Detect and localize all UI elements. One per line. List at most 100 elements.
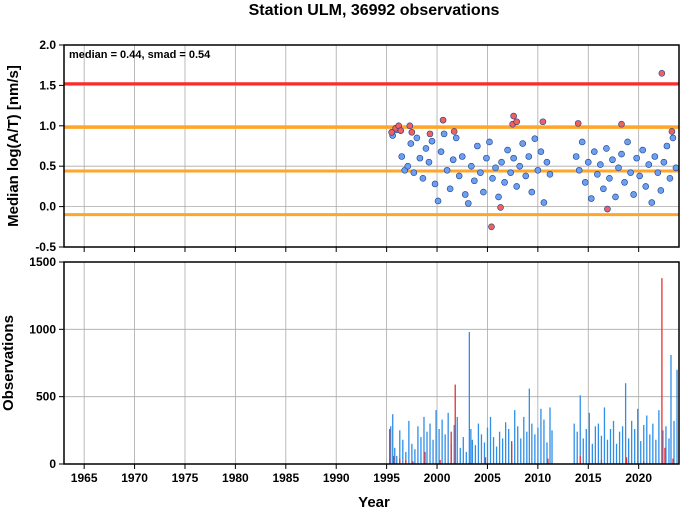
chart-title: Station ULM, 36992 observations	[249, 2, 500, 19]
data-point	[426, 130, 434, 138]
data-bar	[459, 447, 461, 464]
data-point	[480, 188, 487, 196]
data-point	[407, 140, 415, 147]
data-bar	[531, 423, 533, 464]
top-points	[388, 69, 680, 231]
data-bar	[396, 455, 398, 464]
data-point	[468, 162, 475, 170]
data-point	[464, 200, 472, 207]
data-point	[591, 148, 598, 155]
data-point	[449, 156, 457, 164]
data-bar	[576, 431, 578, 464]
data-bar	[405, 451, 407, 464]
data-bar	[429, 423, 431, 464]
data-bar	[582, 438, 584, 464]
data-point	[519, 140, 527, 147]
data-point	[398, 153, 406, 160]
data-point	[633, 154, 640, 162]
bottom-y-tick-label: 0	[49, 457, 56, 471]
data-bar	[520, 438, 522, 464]
data-point	[428, 137, 436, 145]
data-bar	[480, 434, 483, 464]
top-y-tick-label: -0.5	[35, 240, 56, 254]
bottom-y-tick-label: 500	[36, 390, 56, 404]
data-bar	[625, 457, 628, 464]
data-bar	[637, 408, 639, 464]
data-bar	[399, 430, 401, 464]
data-point	[510, 154, 517, 162]
data-point	[612, 193, 619, 201]
data-point	[537, 148, 545, 155]
data-bar	[606, 439, 609, 464]
data-point	[471, 177, 478, 185]
data-bar	[389, 428, 391, 464]
data-bar	[420, 437, 422, 464]
data-bar	[588, 412, 590, 464]
data-bar	[412, 461, 414, 464]
data-point	[408, 128, 416, 136]
data-point	[477, 169, 484, 176]
x-tick-label: 1990	[323, 471, 350, 485]
data-bar	[465, 451, 467, 464]
bottom-y-axis-title: Observations	[0, 315, 17, 411]
x-tick-label: 1970	[121, 471, 148, 485]
data-point	[431, 180, 439, 188]
top-y-ticks: -0.5 0.0 0.5 1.0 1.5 2.0	[35, 38, 56, 254]
data-point	[546, 170, 554, 178]
data-bar	[672, 458, 674, 464]
data-bar	[612, 420, 615, 464]
top-panel: -0.5 0.0 0.5 1.0 1.5 2.0 median = 0.44, smad …	[5, 38, 680, 254]
data-point	[540, 199, 548, 206]
data-bar	[439, 459, 441, 464]
data-bar	[470, 428, 472, 464]
data-bar	[627, 438, 630, 464]
data-bar	[547, 458, 549, 464]
x-tick-label: 2010	[525, 471, 552, 485]
data-bar	[511, 441, 513, 464]
data-bar	[438, 428, 440, 464]
data-bar	[435, 410, 437, 464]
data-bar	[411, 443, 413, 464]
data-point	[440, 130, 448, 138]
data-point	[455, 172, 463, 180]
data-bar	[670, 354, 672, 464]
data-bar	[665, 426, 667, 464]
data-point	[516, 162, 524, 170]
x-tick-label: 2020	[625, 471, 652, 485]
data-bar	[655, 439, 657, 464]
data-bar	[453, 424, 455, 464]
data-bar	[414, 449, 416, 464]
data-bar	[514, 410, 516, 464]
data-point	[618, 120, 625, 128]
x-tick-label: 1975	[172, 471, 199, 485]
data-point	[507, 169, 514, 176]
data-bar	[447, 412, 449, 464]
x-tick-label: 1985	[272, 471, 299, 485]
data-bar	[495, 446, 498, 464]
data-bar	[585, 428, 587, 464]
data-point	[439, 116, 447, 124]
data-bar	[489, 416, 492, 464]
data-bar	[600, 459, 603, 464]
data-bar	[551, 430, 553, 464]
x-tick-label: 2000	[424, 471, 451, 485]
data-bar	[609, 428, 612, 464]
data-point	[458, 153, 466, 160]
data-bar	[483, 442, 486, 464]
bottom-y-ticks: 0 500 1000 1500	[29, 255, 56, 471]
data-bar	[504, 422, 507, 464]
data-bar	[432, 439, 434, 464]
x-tick-label: 1995	[373, 471, 400, 485]
data-point	[630, 191, 637, 198]
data-bar	[405, 459, 407, 464]
top-y-axis-title: Median log(A/T) [nm/s]	[5, 65, 22, 227]
data-point	[666, 175, 674, 182]
data-bar	[471, 439, 474, 464]
data-point	[578, 138, 586, 146]
data-bar	[417, 426, 419, 464]
data-bar	[624, 383, 627, 464]
data-point	[416, 154, 424, 162]
data-point	[572, 153, 580, 160]
data-bar	[402, 439, 404, 464]
